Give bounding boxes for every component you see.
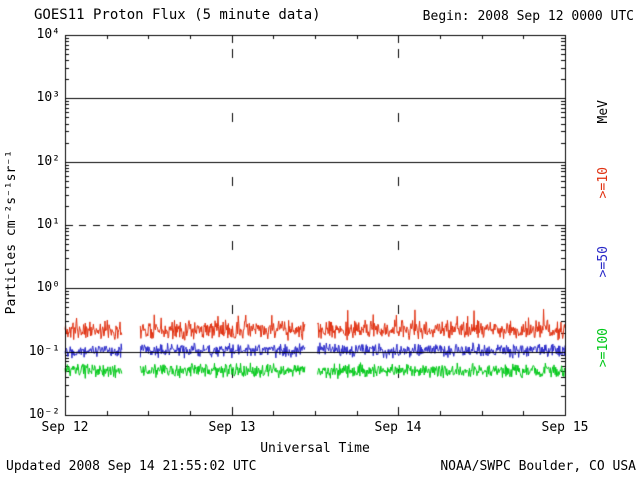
series-label-ge50: >=50 xyxy=(596,246,611,278)
x-tick-label: Sep 14 xyxy=(374,420,422,435)
x-tick-label: Sep 13 xyxy=(208,420,256,435)
y-tick-label: 10² xyxy=(36,154,60,169)
y-tick-label: 10⁰ xyxy=(36,280,60,295)
page-title: GOES11 Proton Flux (5 minute data) xyxy=(34,7,321,23)
x-tick-label: Sep 12 xyxy=(41,420,89,435)
y-axis-label: Particles cm⁻²s⁻¹sr⁻¹ xyxy=(4,150,19,315)
y-tick-label: 10¹ xyxy=(36,217,60,232)
updated-label: Updated 2008 Sep 14 21:55:02 UTC xyxy=(6,459,257,474)
credit-label: NOAA/SWPC Boulder, CO USA xyxy=(440,459,636,474)
y-tick-label: 10⁻¹ xyxy=(28,344,60,359)
x-axis-label: Universal Time xyxy=(260,441,370,456)
y-tick-label: 10⁻² xyxy=(28,407,60,422)
y-tick-label: 10⁴ xyxy=(36,27,60,42)
series-label-ge100: >=100 xyxy=(596,328,611,368)
y-tick-label: 10³ xyxy=(36,90,60,105)
x-tick-label: Sep 15 xyxy=(541,420,589,435)
right-axis-unit-label: MeV xyxy=(596,100,611,124)
begin-label: Begin: 2008 Sep 12 0000 UTC xyxy=(422,9,634,24)
series-label-ge10: >=10 xyxy=(596,167,611,199)
